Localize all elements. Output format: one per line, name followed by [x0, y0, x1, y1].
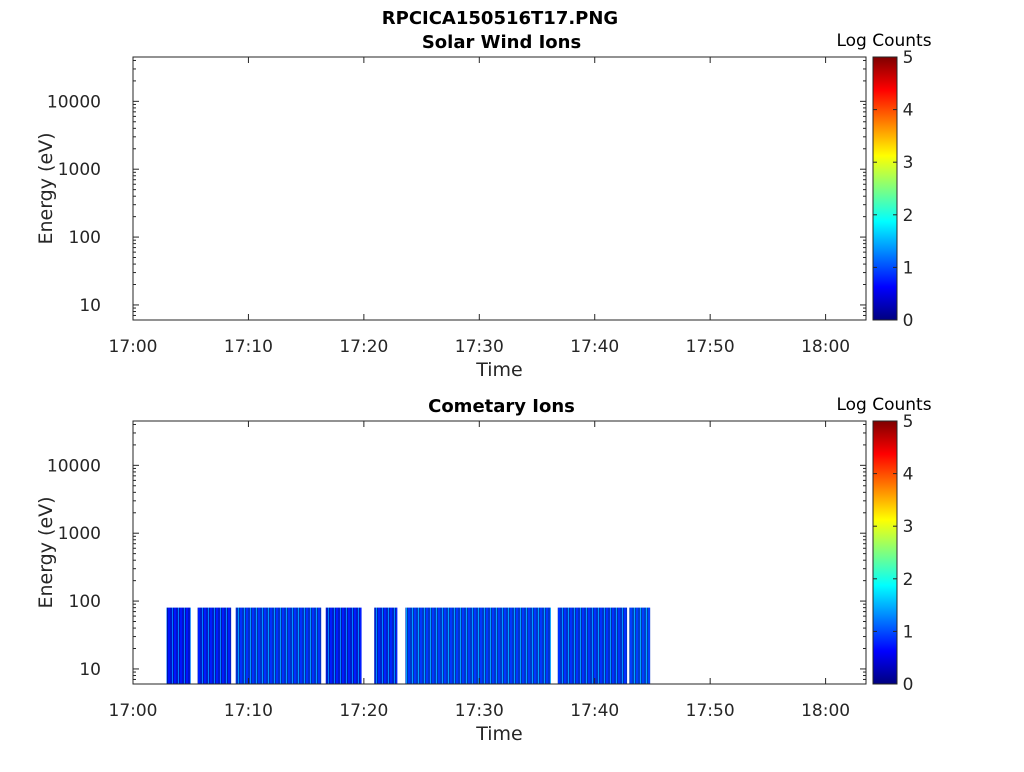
y-tick-label: 100: [69, 592, 101, 612]
spectrogram-segment: [629, 607, 651, 684]
x-tick-label: 17:20: [339, 337, 388, 357]
spectrogram-segment-tint: [235, 607, 322, 684]
spectrogram-segment-tint: [325, 607, 362, 684]
spectrogram-segment: [325, 607, 362, 684]
y-tick-label: 1000: [58, 160, 101, 180]
x-axis-label: Time: [475, 723, 523, 745]
spectrogram-segment: [166, 607, 191, 684]
x-tick-label: 17:20: [339, 701, 388, 721]
colorbar-tick-label: 1: [903, 258, 914, 278]
x-tick-label: 18:00: [801, 337, 850, 357]
y-axis-label: Energy (eV): [35, 132, 57, 244]
y-tick-label: 10: [79, 660, 101, 680]
colorbar-tick-label: 0: [903, 311, 914, 331]
x-tick-label: 17:40: [570, 701, 619, 721]
colorbar-gradient: [872, 420, 898, 685]
spectrogram-segment: [557, 607, 628, 684]
spectrogram-segment-tint: [405, 607, 551, 684]
colorbar-gradient: [872, 56, 898, 321]
colorbar-tick-label: 5: [903, 48, 914, 68]
figure-title: RPCICA150516T17.PNG: [382, 8, 618, 29]
x-tick-label: 17:50: [686, 701, 735, 721]
colorbar-tick-label: 0: [903, 675, 914, 695]
y-tick-label: 1000: [58, 524, 101, 544]
colorbar-tick-label: 3: [903, 517, 914, 537]
y-axis-label: Energy (eV): [35, 496, 57, 608]
spectrogram-segment: [405, 607, 551, 684]
panel-title: Cometary Ions: [428, 396, 575, 417]
x-tick-label: 17:50: [686, 337, 735, 357]
spectrogram-segment-tint: [166, 607, 191, 684]
spectrogram-segment: [374, 607, 398, 684]
spectrogram-segment-tint: [629, 607, 651, 684]
x-axis-label: Time: [475, 359, 523, 381]
x-tick-label: 17:00: [109, 701, 158, 721]
x-tick-label: 17:40: [570, 337, 619, 357]
colorbar-tick-label: 3: [903, 153, 914, 173]
axes-frame: [132, 56, 867, 321]
x-tick-label: 17:30: [455, 337, 504, 357]
colorbar-tick-label: 5: [903, 412, 914, 432]
colorbar-tick-label: 1: [903, 622, 914, 642]
spectrogram-segment-tint: [374, 607, 398, 684]
spectrogram-segment-tint: [197, 607, 232, 684]
solar-wind-panel: Solar Wind Ions 17:00 17:10 17:20 17:30 17:40…: [35, 31, 932, 381]
colorbar-label: Log Counts: [836, 395, 931, 415]
colorbar-tick-label: 2: [903, 206, 914, 226]
colorbar-tick-label: 4: [903, 101, 914, 121]
spectrogram-data: [166, 607, 651, 684]
spectrogram-segment: [235, 607, 322, 684]
x-tick-label: 17:10: [224, 701, 273, 721]
x-tick-label: 18:00: [801, 701, 850, 721]
axes-frame: [132, 420, 867, 685]
x-tick-label: 17:10: [224, 337, 273, 357]
panel-title: Solar Wind Ions: [422, 32, 581, 53]
colorbar-tick-label: 4: [903, 465, 914, 485]
cometary-panel: Cometary Ions 17:00 17:10 17:20 17:30 17:40 17…: [35, 395, 932, 745]
spectrogram-segment: [197, 607, 232, 684]
x-tick-label: 17:30: [455, 701, 504, 721]
x-tick-label: 17:00: [109, 337, 158, 357]
y-tick-label: 10: [79, 296, 101, 316]
colorbar-tick-label: 2: [903, 570, 914, 590]
y-tick-label: 100: [69, 228, 101, 248]
y-tick-label: 10000: [47, 92, 101, 112]
colorbar-label: Log Counts: [836, 31, 931, 51]
y-tick-label: 10000: [47, 456, 101, 476]
spectrogram-segment-tint: [557, 607, 628, 684]
